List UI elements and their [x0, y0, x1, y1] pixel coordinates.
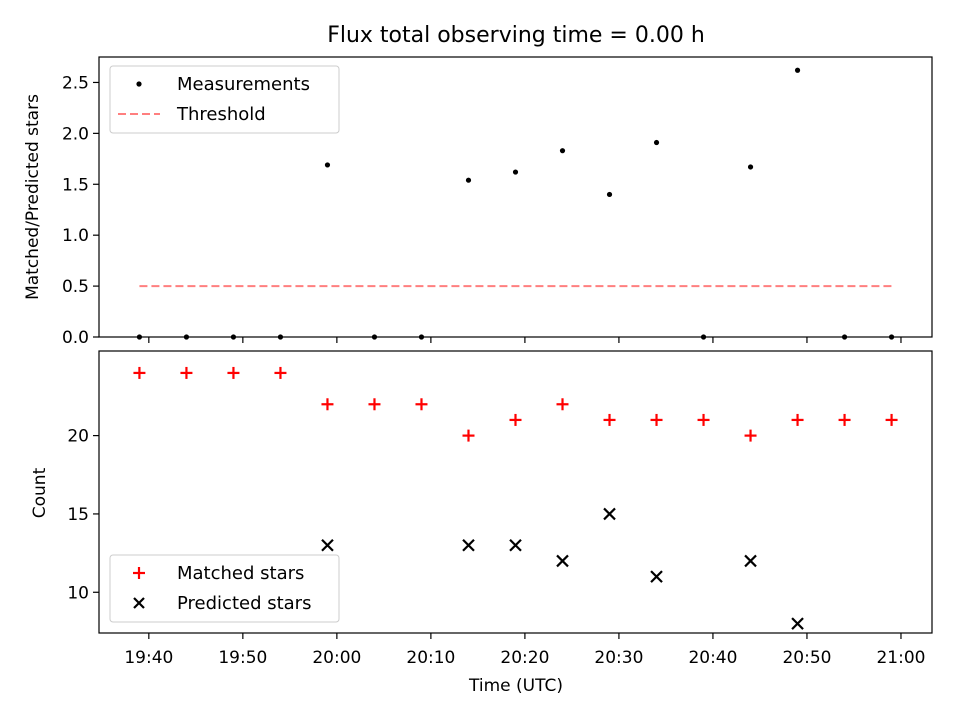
- measurement-point: [230, 334, 237, 340]
- x-axis-label: Time (UTC): [468, 676, 563, 696]
- predicted-star-point: [509, 538, 522, 552]
- predicted-star-point: [321, 538, 334, 552]
- measurement-point: [465, 177, 472, 183]
- count-y-axis-label: Count: [30, 467, 50, 518]
- measurement-point: [747, 164, 754, 170]
- ratio-y-tick-label: 0.0: [62, 328, 89, 348]
- count-legend: Matched stars Predicted stars: [109, 554, 340, 623]
- matched-star-point: [462, 429, 475, 442]
- measurement-point: [888, 334, 895, 340]
- x-tick-label: 20:50: [782, 648, 831, 668]
- ratio-legend-box: [109, 65, 340, 134]
- count-y-tick-label: 20: [67, 427, 89, 447]
- matched-star-point: [274, 366, 287, 379]
- predicted-stars-points: [321, 507, 804, 630]
- legend-marker-predicted-stars: [133, 597, 145, 609]
- chart-title: Flux total observing time = 0.00 h: [327, 23, 705, 48]
- legend-label-predicted-stars: Predicted stars: [177, 593, 311, 614]
- ratio-y-tick-label: 2.5: [62, 73, 89, 93]
- measurement-point: [841, 334, 848, 340]
- ratio-y-tick-label: 0.5: [62, 277, 89, 297]
- x-tick-label: 20:40: [688, 648, 737, 668]
- legend-label-measurements: Measurements: [177, 74, 310, 95]
- x-tick-label: 20:00: [312, 648, 361, 668]
- predicted-star-point: [650, 570, 663, 583]
- count-panel: 10 15 20 19:40 19:50 20:00 20:10 20:20 20:30 20:…: [30, 350, 933, 696]
- measurement-point: [324, 162, 331, 168]
- legend-marker-matched-stars: [133, 567, 145, 579]
- measurement-point: [418, 334, 425, 340]
- measurement-point: [794, 67, 801, 73]
- predicted-star-point: [556, 554, 569, 568]
- ratio-y-tick-label: 2.0: [62, 124, 89, 144]
- measurement-point: [606, 191, 613, 198]
- measurement-point: [512, 169, 519, 175]
- legend-label-threshold: Threshold: [176, 104, 266, 125]
- ratio-panel-frame: [98, 56, 933, 338]
- x-tick-label: 20:30: [594, 648, 643, 668]
- predicted-star-point: [462, 538, 475, 552]
- matched-star-point: [415, 398, 428, 411]
- matched-star-point: [697, 413, 710, 426]
- measurement-point: [183, 334, 190, 340]
- ratio-y-axis-label: Matched/Predicted stars: [23, 94, 43, 300]
- ratio-legend: Measurements Threshold: [109, 65, 340, 134]
- ratio-y-tick-label: 1.0: [62, 226, 89, 246]
- measurement-point: [653, 139, 660, 146]
- measurement-point: [136, 334, 143, 340]
- count-y-axis: 10 15 20: [67, 427, 99, 603]
- measurement-point: [277, 334, 284, 340]
- ratio-panel: 0.0 0.5 1.0 1.5 2.0 2.5 Matched/Predicted sta…: [23, 56, 933, 348]
- matched-star-point: [180, 366, 193, 379]
- legend-marker-measurements: [136, 81, 142, 87]
- measurement-point: [700, 334, 707, 340]
- ratio-y-tick-label: 1.5: [62, 175, 89, 195]
- count-x-axis: 19:40 19:50 20:00 20:10 20:20 20:30 20:40 20:50…: [124, 633, 925, 668]
- x-tick-label: 20:10: [406, 648, 455, 668]
- x-tick-label: 21:00: [876, 648, 925, 668]
- matched-star-point: [509, 413, 522, 426]
- matched-star-point: [603, 413, 616, 426]
- predicted-star-point: [744, 554, 757, 568]
- count-panel-frame: [98, 350, 933, 634]
- matched-star-point: [744, 429, 757, 442]
- count-y-tick-label: 10: [67, 583, 89, 603]
- matched-star-point: [556, 398, 569, 411]
- legend-label-matched-stars: Matched stars: [177, 563, 304, 584]
- matched-star-point: [650, 413, 663, 426]
- matched-stars-points: [133, 366, 898, 442]
- measurement-points: [136, 67, 895, 340]
- matched-star-point: [791, 413, 804, 426]
- ratio-x-ticks: [148, 337, 902, 343]
- predicted-star-point: [603, 507, 616, 521]
- matched-star-point: [227, 366, 240, 379]
- x-tick-label: 19:40: [124, 648, 173, 668]
- measurement-point: [371, 334, 378, 340]
- count-legend-box: [109, 554, 340, 623]
- ratio-y-axis: 0.0 0.5 1.0 1.5 2.0 2.5: [62, 73, 99, 348]
- matched-star-point: [368, 398, 381, 411]
- x-tick-label: 20:20: [500, 648, 549, 668]
- count-y-tick-label: 15: [67, 505, 89, 525]
- predicted-star-point: [791, 617, 804, 630]
- matched-star-point: [133, 366, 146, 379]
- matched-star-point: [321, 398, 334, 411]
- matched-star-point: [885, 413, 898, 426]
- x-tick-label: 19:50: [218, 648, 267, 668]
- matched-star-point: [838, 413, 851, 426]
- measurement-point: [559, 148, 566, 154]
